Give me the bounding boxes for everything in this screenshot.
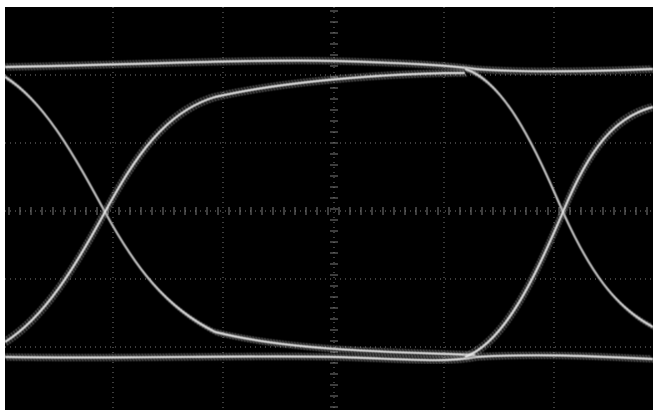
left-rising-edge-trace xyxy=(6,75,467,346)
bottom-rail-trace xyxy=(6,357,653,364)
right-rising-edge-trace-bundle xyxy=(462,103,653,361)
bottom-rail-trace xyxy=(5,353,653,360)
left-rising-edge-trace xyxy=(5,70,465,341)
top-rail-trace xyxy=(5,61,653,74)
eye-diagram-plot xyxy=(5,7,653,410)
top-rail-trace xyxy=(5,59,653,73)
oscilloscope-screen xyxy=(5,7,653,410)
left-rising-edge-trace-bundle xyxy=(5,69,467,346)
top-rail-trace-bundle xyxy=(5,56,653,76)
right-rising-edge-trace xyxy=(463,104,653,357)
right-falling-edge-trace xyxy=(462,65,652,325)
right-rising-edge-trace xyxy=(462,103,652,355)
left-rising-edge-trace xyxy=(5,71,466,343)
right-rising-edge-trace xyxy=(464,105,653,359)
right-falling-edge-trace-bundle xyxy=(462,65,653,330)
right-falling-edge-trace xyxy=(464,67,653,328)
left-falling-edge-trace-bundle xyxy=(5,74,477,359)
left-falling-edge-trace xyxy=(5,77,476,358)
top-rail-trace xyxy=(5,56,652,70)
right-falling-edge-trace xyxy=(463,66,653,327)
right-falling-edge-trace xyxy=(465,69,653,329)
left-rising-edge-trace xyxy=(5,73,466,345)
bottom-rail-trace-bundle xyxy=(5,351,653,364)
left-falling-edge-trace xyxy=(6,79,477,359)
bottom-rail-trace xyxy=(5,351,652,358)
signal-traces xyxy=(5,56,653,364)
bottom-rail-trace xyxy=(5,356,653,363)
left-falling-edge-trace xyxy=(5,76,476,357)
left-rising-edge-trace xyxy=(5,69,464,339)
bottom-rail-trace xyxy=(5,354,653,362)
top-rail-trace xyxy=(5,58,653,71)
top-rail-trace xyxy=(6,62,653,76)
right-falling-edge-trace xyxy=(466,71,653,330)
right-rising-edge-trace xyxy=(466,109,653,361)
right-rising-edge-trace xyxy=(465,108,653,360)
